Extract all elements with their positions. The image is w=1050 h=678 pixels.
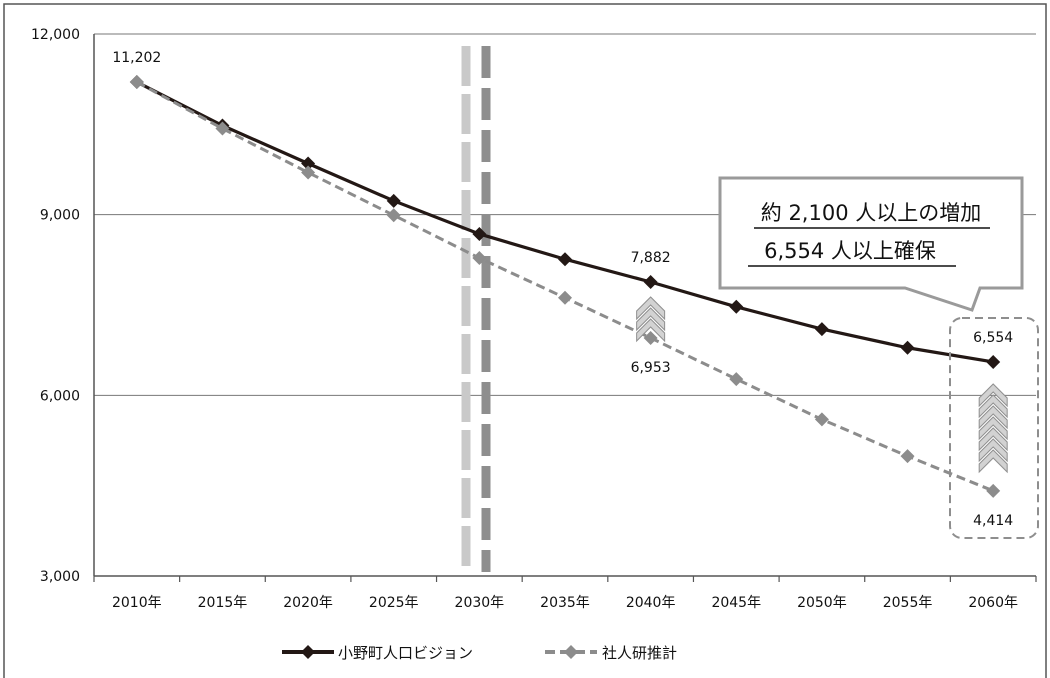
data-point-vision xyxy=(814,322,829,337)
chevron-icon xyxy=(978,394,1008,419)
data-labels: 11,202 7,882 6,953 6,554 4,414 xyxy=(112,50,1013,529)
y-tick-label: 6,000 xyxy=(40,388,80,404)
data-point-ipss xyxy=(643,330,658,345)
x-tick-label: 2050年 xyxy=(797,595,847,611)
data-point-ipss xyxy=(386,208,401,223)
legend-label-ipss: 社人研推計 xyxy=(602,644,677,662)
data-point-vision xyxy=(729,299,744,314)
data-label: 6,554 xyxy=(973,330,1013,346)
y-tick-label: 9,000 xyxy=(40,208,80,224)
chevron-icon xyxy=(978,449,1008,474)
x-tick-label: 2030年 xyxy=(455,595,505,611)
y-tick-label: 12,000 xyxy=(31,27,80,43)
legend-marker-ipss xyxy=(564,645,578,659)
data-point-ipss xyxy=(301,165,316,180)
x-tick-label: 2010年 xyxy=(112,595,162,611)
increase-arrow-2060 xyxy=(978,383,1008,474)
callout: 約 2,100 人以上の増加 6,554 人以上確保 xyxy=(718,176,1024,312)
data-point-vision xyxy=(558,252,572,267)
data-label: 4,414 xyxy=(973,513,1013,529)
data-point-vision xyxy=(386,193,401,208)
x-tick-label: 2020年 xyxy=(283,595,333,611)
data-point-ipss xyxy=(558,290,572,305)
data-point-vision xyxy=(900,340,915,355)
chevron-icon xyxy=(636,318,666,343)
x-tick-label: 2045年 xyxy=(711,595,761,611)
data-point-ipss xyxy=(472,251,487,266)
chevron-icon xyxy=(636,307,666,332)
x-tick-label: 2060年 xyxy=(968,595,1018,611)
data-point-ipss xyxy=(986,483,1001,498)
x-axis: 2010年 2015年 2020年 2025年 2030年 2035年 2040年 2045年… xyxy=(93,34,1037,611)
data-point-ipss xyxy=(129,75,144,90)
callout-line1: 約 2,100 人以上の増加 xyxy=(761,201,981,225)
data-point-vision xyxy=(301,156,316,171)
callout-box xyxy=(718,176,1024,312)
legend-item-ipss: 社人研推計 xyxy=(545,644,677,662)
data-point-ipss xyxy=(729,372,744,387)
data-point-vision xyxy=(986,354,1001,369)
data-label: 6,953 xyxy=(631,360,671,376)
x-tick-label: 2015年 xyxy=(198,595,248,611)
legend-marker-vision xyxy=(301,645,315,659)
chevron-icon xyxy=(978,405,1008,430)
y-axis-tick-labels: 3,000 6,000 9,000 12,000 xyxy=(31,27,80,585)
chart-border xyxy=(3,3,1047,678)
legend: 小野町人口ビジョン 社人研推計 xyxy=(282,644,677,662)
y-tick-label: 3,000 xyxy=(40,569,80,585)
x-tick-label: 2055年 xyxy=(883,595,933,611)
chevron-icon xyxy=(978,438,1008,463)
chevron-icon xyxy=(636,296,666,321)
x-tick-label: 2035年 xyxy=(540,595,590,611)
data-point-vision xyxy=(472,226,487,241)
callout-line2: 6,554 人以上確保 xyxy=(764,239,936,263)
data-point-vision xyxy=(643,274,658,289)
x-tick-label: 2025年 xyxy=(369,595,419,611)
data-point-ipss xyxy=(814,412,829,427)
x-tick-label: 2040年 xyxy=(626,595,676,611)
data-point-ipss xyxy=(900,449,915,464)
data-label: 11,202 xyxy=(112,50,161,66)
legend-item-vision: 小野町人口ビジョン xyxy=(282,644,473,662)
data-point-ipss xyxy=(215,121,230,136)
chevron-icon xyxy=(978,383,1008,408)
chevron-icon xyxy=(978,416,1008,441)
highlight-box-2060 xyxy=(949,317,1039,539)
increase-arrow-2040 xyxy=(636,296,666,343)
data-label: 7,882 xyxy=(631,250,671,266)
series-layer xyxy=(129,75,1001,498)
legend-label-vision: 小野町人口ビジョン xyxy=(338,644,473,662)
chevron-icon xyxy=(978,427,1008,452)
